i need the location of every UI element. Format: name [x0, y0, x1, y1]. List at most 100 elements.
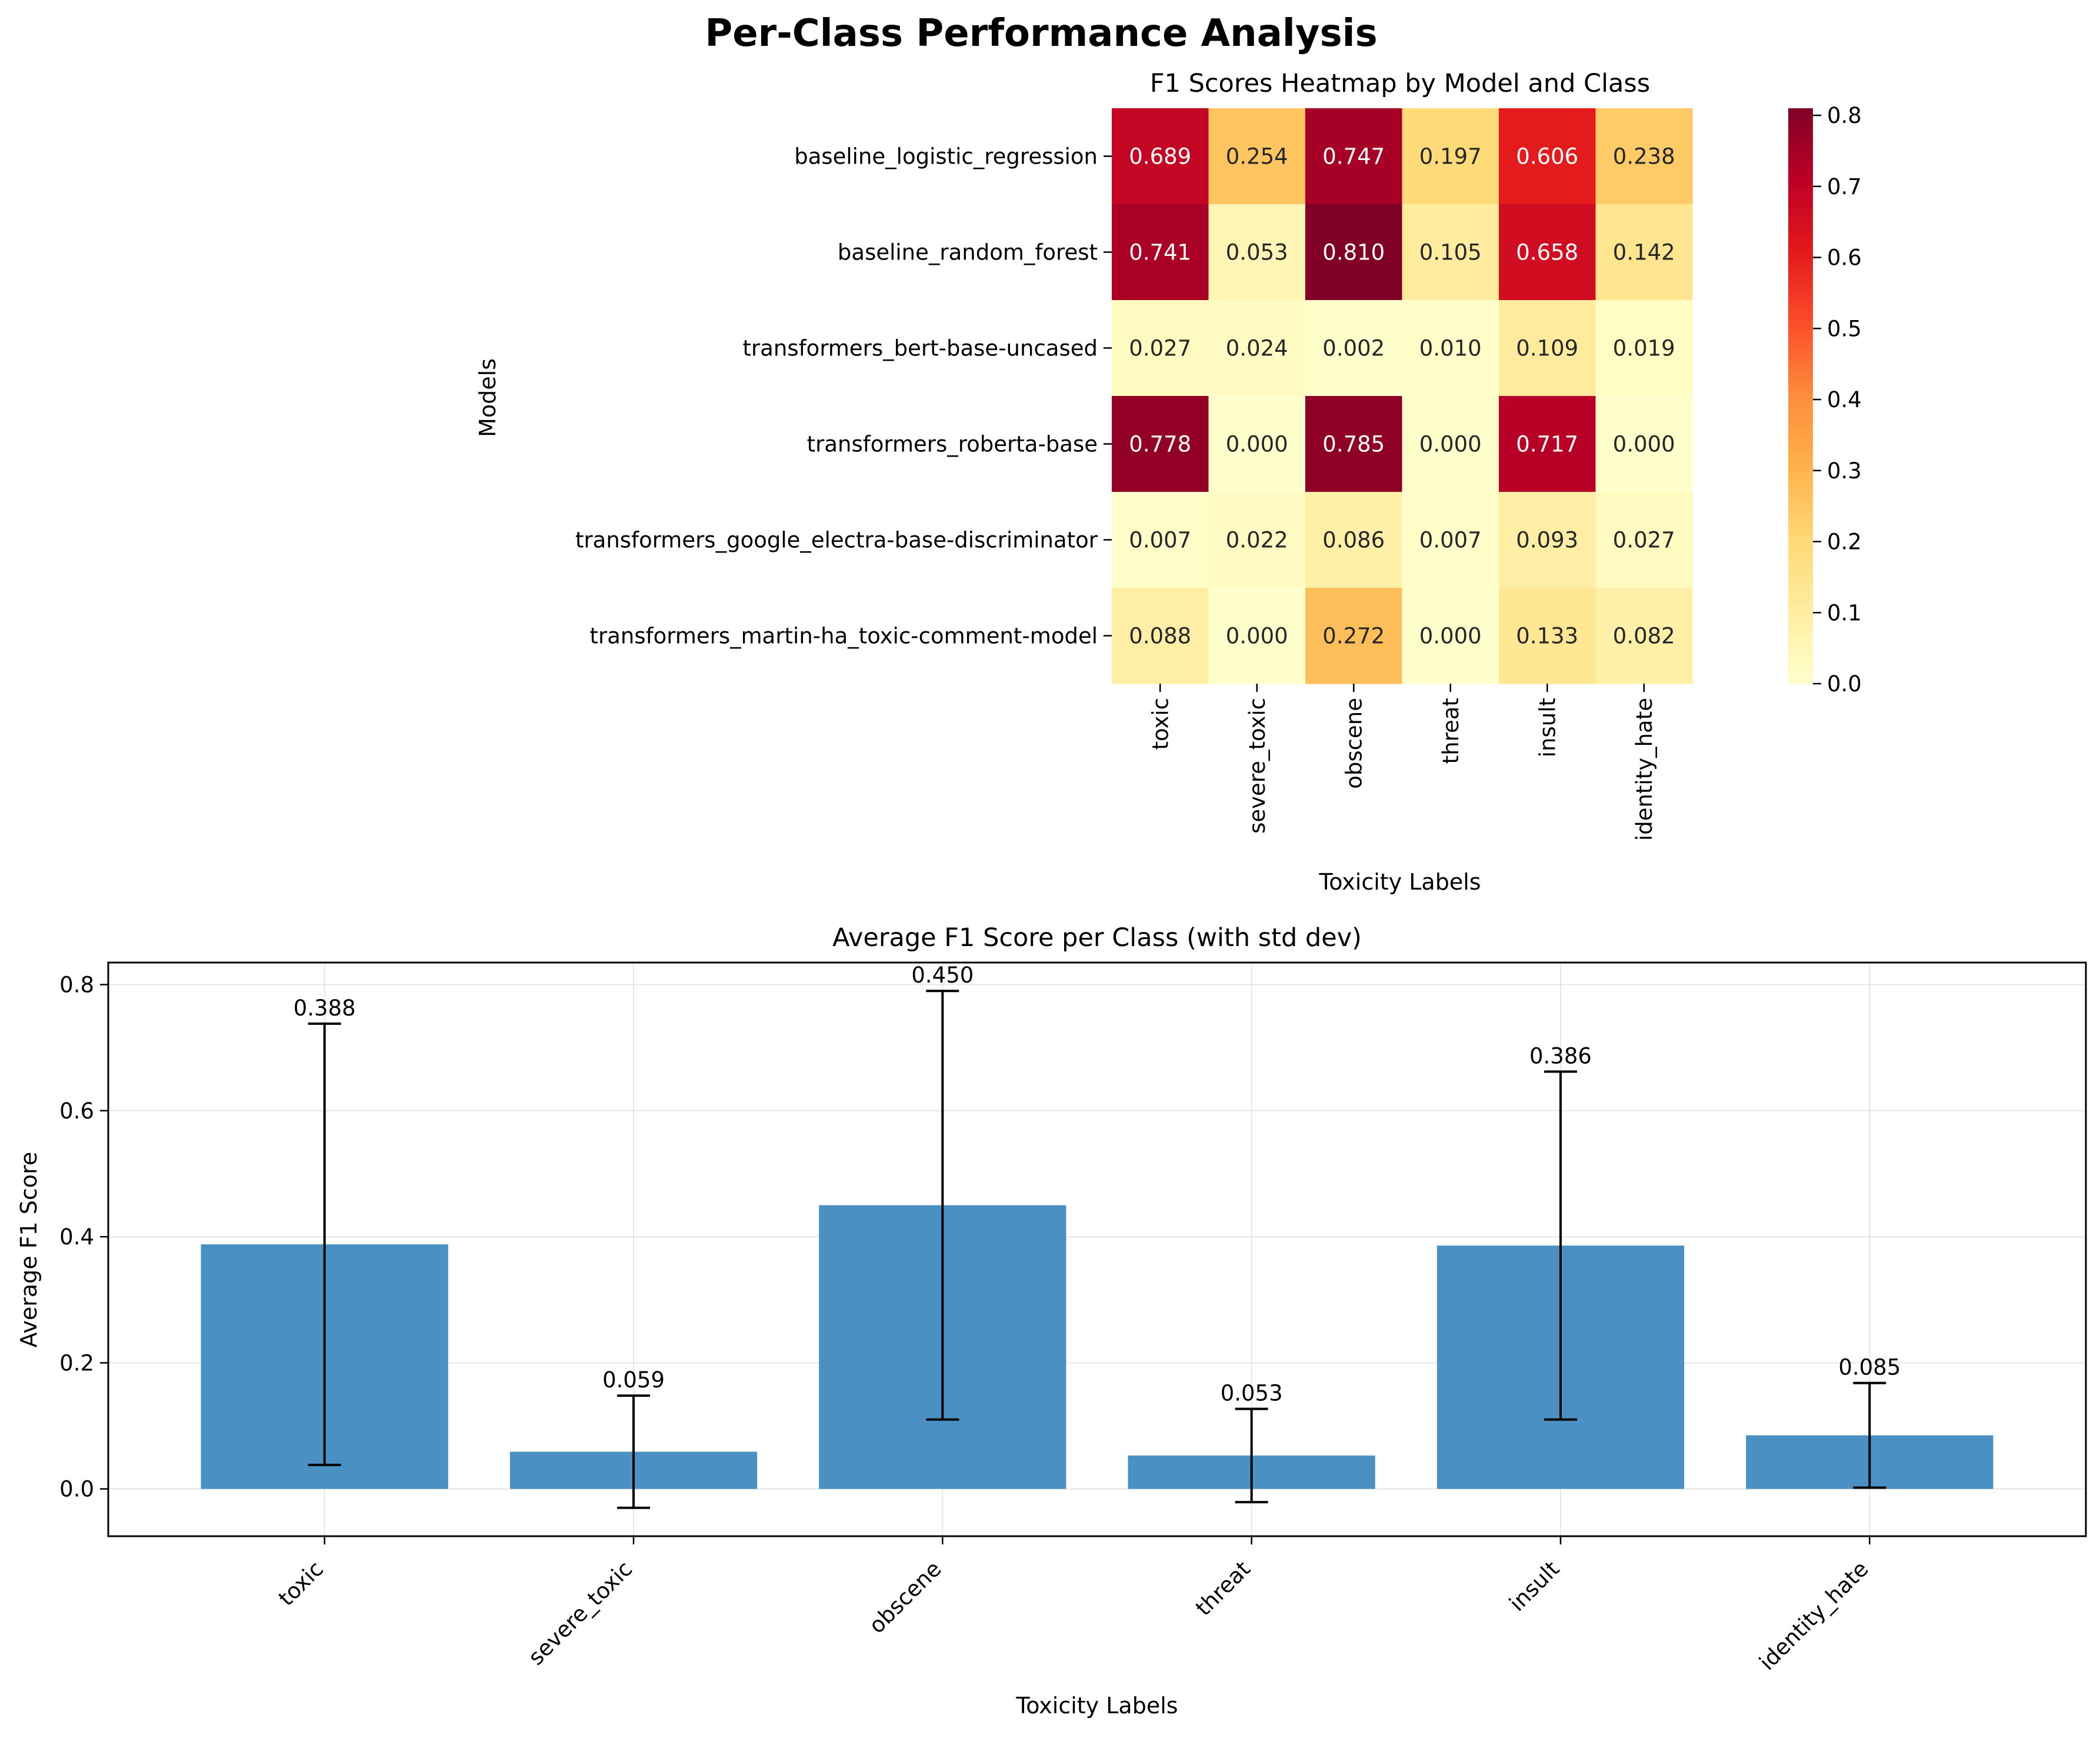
heatmap-cell-label: 0.272	[1322, 624, 1385, 649]
heatmap-column-label: severe_toxic	[1245, 698, 1270, 834]
heatmap-cell-label: 0.785	[1322, 432, 1385, 457]
heatmap-cell	[1305, 300, 1403, 397]
colorbar-tick-label: 0.7	[1827, 174, 1862, 199]
heatmap-cell	[1208, 204, 1306, 301]
heatmap-cell	[1305, 108, 1403, 205]
bar-value-label: 0.053	[1221, 1381, 1283, 1406]
heatmap-cell-label: 0.000	[1419, 624, 1482, 649]
bar-chart-y-tick-label: 0.0	[59, 1477, 94, 1502]
heatmap-cell-label: 0.082	[1613, 624, 1675, 649]
bar-value-label: 0.085	[1838, 1355, 1901, 1380]
heatmap-cell	[1402, 396, 1499, 492]
bar-chart-y-axis-label: Average F1 Score	[16, 1152, 42, 1348]
heatmap-cell	[1112, 588, 1209, 684]
heatmap-cell-label: 0.810	[1322, 240, 1385, 265]
heatmap-cell-label: 0.717	[1516, 432, 1578, 457]
heatmap-cell-label: 0.778	[1129, 432, 1191, 457]
heatmap-cell	[1499, 588, 1596, 684]
colorbar-tick-label: 0.3	[1827, 458, 1862, 484]
heatmap-cell	[1305, 204, 1403, 301]
heatmap-cell	[1402, 492, 1499, 588]
heatmap-cell-label: 0.109	[1516, 336, 1578, 361]
heatmap-cell-label: 0.197	[1419, 144, 1482, 169]
colorbar-tick-label: 0.8	[1827, 103, 1862, 128]
heatmap-cell	[1112, 204, 1209, 301]
colorbar-ticks: 0.0 0.1 0.2 0.3 0.4 0.5 0.6 0.7 0.8	[1813, 103, 1862, 697]
heatmap-cell	[1402, 300, 1499, 397]
heatmap-cell	[1208, 396, 1306, 492]
heatmap-cell-label: 0.027	[1613, 528, 1675, 553]
heatmap-cell-label: 0.238	[1613, 144, 1675, 169]
heatmap-cell	[1499, 300, 1596, 397]
colorbar-tick-label: 0.0	[1827, 671, 1862, 697]
bar-value-label: 0.386	[1529, 1043, 1592, 1068]
heatmap-column-labels: toxic severe_toxic obscene threat insult iden…	[1148, 684, 1657, 841]
bar-chart-x-axis-label: Toxicity Labels	[1015, 1693, 1178, 1719]
heatmap-cell-label: 0.024	[1226, 336, 1288, 361]
heatmap-cell	[1499, 108, 1596, 205]
heatmap-cell	[1595, 300, 1693, 397]
heatmap-cell	[1499, 396, 1596, 492]
heatmap-cell-label: 0.142	[1613, 240, 1675, 265]
heatmap-cell	[1112, 492, 1209, 588]
heatmap-cell	[1208, 588, 1306, 684]
heatmap-cell-label: 0.133	[1516, 624, 1578, 649]
heatmap-cell-label: 0.086	[1322, 528, 1385, 553]
heatmap-row-label: transformers_roberta-base	[807, 432, 1098, 457]
heatmap-cell	[1402, 204, 1499, 301]
heatmap-cell-label: 0.007	[1419, 528, 1482, 553]
heatmap-row-label: baseline_random_forest	[838, 240, 1098, 265]
heatmap-cell-label: 0.088	[1129, 624, 1191, 649]
heatmap-cell	[1112, 396, 1209, 492]
colorbar-tick-label: 0.5	[1827, 316, 1862, 341]
heatmap-title: F1 Scores Heatmap by Model and Class	[1150, 69, 1650, 98]
bar-value-label: 0.388	[294, 995, 356, 1021]
heatmap-cell	[1208, 108, 1306, 205]
heatmap-cell-label: 0.000	[1613, 432, 1675, 457]
heatmap-cell-label: 0.606	[1516, 144, 1578, 169]
bar-chart-frame	[107, 961, 2087, 1537]
heatmap-cell-label: 0.093	[1516, 528, 1578, 553]
heatmap-cell	[1208, 492, 1306, 588]
heatmap-row-label: transformers_martin-ha_toxic-comment-mod…	[589, 624, 1098, 649]
bar-chart-y-tick-label: 0.8	[59, 973, 94, 998]
heatmap-cell-label: 0.022	[1226, 528, 1288, 553]
heatmap-cell-label: 0.002	[1322, 336, 1385, 361]
heatmap-cell-label: 0.000	[1226, 432, 1288, 457]
bar-chart-y-tick-label: 0.2	[59, 1350, 94, 1376]
heatmap-cell-label: 0.747	[1322, 144, 1385, 169]
heatmap-x-axis-label: Toxicity Labels	[1318, 869, 1481, 895]
colorbar-tick-label: 0.4	[1827, 387, 1862, 412]
heatmap-cell	[1402, 588, 1499, 684]
heatmap-cell	[1402, 108, 1499, 205]
heatmap-cell	[1499, 204, 1596, 301]
figure-title: Per-Class Performance Analysis	[705, 12, 1377, 55]
heatmap-cell-label: 0.105	[1419, 240, 1482, 265]
heatmap-cell	[1595, 108, 1693, 205]
heatmap-row-label: transformers_bert-base-uncased	[743, 336, 1098, 361]
heatmap-cell	[1112, 108, 1209, 205]
heatmap-cell	[1112, 300, 1209, 397]
heatmap-cell-label: 0.053	[1226, 240, 1288, 265]
colorbar	[1788, 108, 1813, 684]
bar-chart-error-bars	[308, 990, 1886, 1509]
heatmap-cell-label: 0.254	[1226, 144, 1288, 169]
bar-chart-y-ticks: 0.0 0.2 0.4 0.6 0.8	[59, 973, 108, 1502]
heatmap-cell	[1305, 492, 1403, 588]
bar-chart-y-tick-label: 0.4	[59, 1224, 94, 1250]
heatmap-cell-label: 0.019	[1613, 336, 1675, 361]
bar-value-label: 0.059	[602, 1367, 665, 1393]
heatmap-column-label: identity_hate	[1632, 698, 1657, 841]
heatmap-row-label: transformers_google_electra-base-discrim…	[575, 528, 1098, 553]
heatmap-cell	[1499, 492, 1596, 588]
heatmap-column-label: threat	[1438, 698, 1464, 764]
heatmap-cell-label: 0.658	[1516, 240, 1578, 265]
bar-chart-title: Average F1 Score per Class (with std dev…	[832, 923, 1362, 953]
heatmap-cell-label: 0.000	[1419, 432, 1482, 457]
heatmap-column-label: toxic	[1148, 698, 1173, 750]
heatmap-panel: F1 Scores Heatmap by Model and Class 0.6…	[475, 69, 1862, 895]
heatmap-column-label: obscene	[1341, 698, 1366, 789]
heatmap-row-labels: baseline_logistic_regression baseline_ran…	[575, 144, 1112, 649]
heatmap-row-label: baseline_logistic_regression	[794, 144, 1098, 169]
